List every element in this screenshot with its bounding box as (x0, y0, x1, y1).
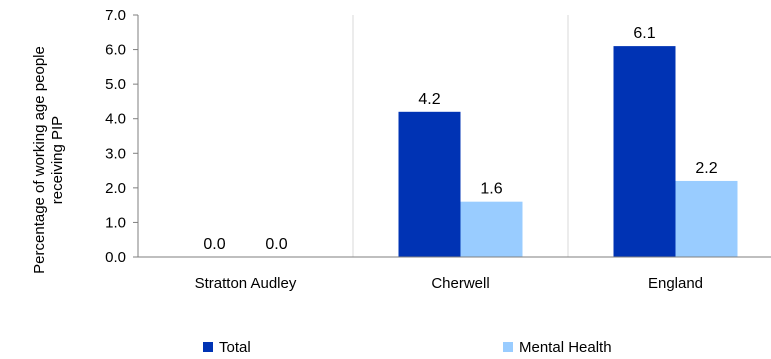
bar (613, 46, 676, 257)
y-tick-label: 5.0 (105, 76, 126, 93)
y-tick-label: 3.0 (105, 145, 126, 162)
legend-swatch-total (203, 342, 213, 352)
bar (398, 111, 461, 257)
data-label: 2.2 (695, 160, 717, 177)
y-tick-label: 0.0 (105, 249, 126, 266)
x-category-label: Cherwell (431, 275, 489, 292)
data-label: 0.0 (265, 236, 287, 253)
y-axis-title-line-2: receiving PIP (49, 116, 66, 204)
bars (398, 46, 738, 257)
gridlines (352, 15, 569, 257)
data-label: 4.2 (418, 91, 440, 108)
y-tick-label: 6.0 (105, 42, 126, 59)
y-tick-label: 2.0 (105, 180, 126, 197)
bar (460, 201, 523, 257)
axes: 0.0 1.0 2.0 3.0 4.0 5.0 6.0 7.0 (105, 7, 771, 266)
bar (675, 180, 738, 257)
data-label: 6.1 (633, 25, 655, 42)
legend-label-total: Total (219, 339, 251, 356)
legend-swatch-mental-health (503, 342, 513, 352)
data-label: 0.0 (203, 236, 225, 253)
data-label: 1.6 (480, 181, 502, 198)
y-axis-title-line-1: Percentage of working age people (31, 46, 48, 274)
y-tick-label: 4.0 (105, 111, 126, 128)
labels: 0.0 0.0 Stratton Audley 4.2 1.6 Cherwell 6.1 2.… (195, 25, 718, 292)
y-tick-label: 1.0 (105, 214, 126, 231)
y-tick-label: 7.0 (105, 7, 126, 24)
legend-label-mental-health: Mental Health (519, 339, 612, 356)
x-category-label: England (648, 275, 703, 292)
y-axis-title: Percentage of working age people receivi… (31, 46, 66, 274)
x-category-label: Stratton Audley (195, 275, 297, 292)
legend: Total Mental Health (203, 339, 612, 356)
